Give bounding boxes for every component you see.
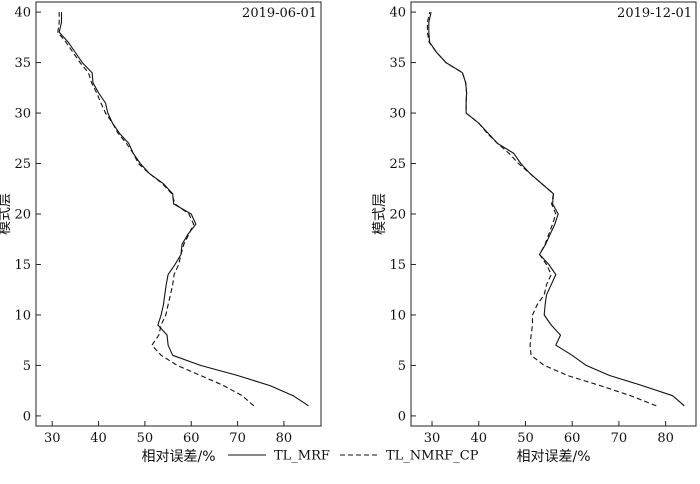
x-tick-label: 60 [564,431,581,446]
y-tick-label: 40 [389,6,406,21]
x-tick-label: 30 [424,431,441,446]
series-line-tl-nmrf-cp [426,11,657,407]
y-tick-label: 15 [389,258,406,273]
x-axis-title: 相对误差/% [141,449,215,465]
x-tick-label: 80 [657,431,674,446]
x-tick-label: 50 [137,431,154,446]
y-tick-label: 25 [389,157,406,172]
series-line-tl-nmrf-cp [57,12,255,407]
x-tick-label: 80 [276,431,293,446]
series-line-tl-mrf [58,12,309,407]
x-axis-title: 相对误差/% [516,449,590,465]
y-tick-label: 20 [389,208,406,223]
panel-title: 2019-06-01 [242,6,317,21]
series-line-tl-mrf [428,11,685,407]
y-tick-label: 10 [389,308,406,323]
y-tick-label: 35 [389,56,406,71]
x-tick-label: 60 [183,431,200,446]
x-tick-label: 40 [470,431,487,446]
y-axis-title: 模式层 [372,193,388,235]
y-tick-label: 5 [398,359,406,374]
y-tick-label: 10 [14,308,31,323]
y-tick-label: 25 [14,157,31,172]
y-tick-label: 35 [14,56,31,71]
legend: TL_MRF TL_NMRF_CP [228,449,479,464]
y-axis-title: 模式层 [0,193,13,235]
legend-label: TL_MRF [274,449,330,464]
plot-frame [410,1,697,427]
panel-2019-06-01: 30 40 50 60 70 80 0 5 10 15 20 25 30 35 40 相对误差/% 模式层 201… [0,1,322,465]
y-tick-label: 30 [389,107,406,122]
y-tick-label: 30 [14,107,31,122]
x-tick-label: 50 [517,431,534,446]
y-tick-label: 40 [14,6,31,21]
x-tick-label: 40 [90,431,107,446]
y-tick-label: 15 [14,258,31,273]
y-tick-label: 0 [23,409,31,424]
panel-2019-12-01: 30 40 50 60 70 80 0 5 10 15 20 25 30 35 40 相对误差/% 模式层 201… [372,1,697,465]
x-tick-label: 70 [611,431,628,446]
legend-label: TL_NMRF_CP [386,449,479,464]
y-tick-label: 20 [14,208,31,223]
x-tick-label: 70 [229,431,246,446]
y-tick-label: 5 [23,359,31,374]
y-tick-label: 0 [398,409,406,424]
plot-frame [35,1,322,427]
panel-title: 2019-12-01 [617,6,692,21]
x-tick-label: 30 [44,431,61,446]
